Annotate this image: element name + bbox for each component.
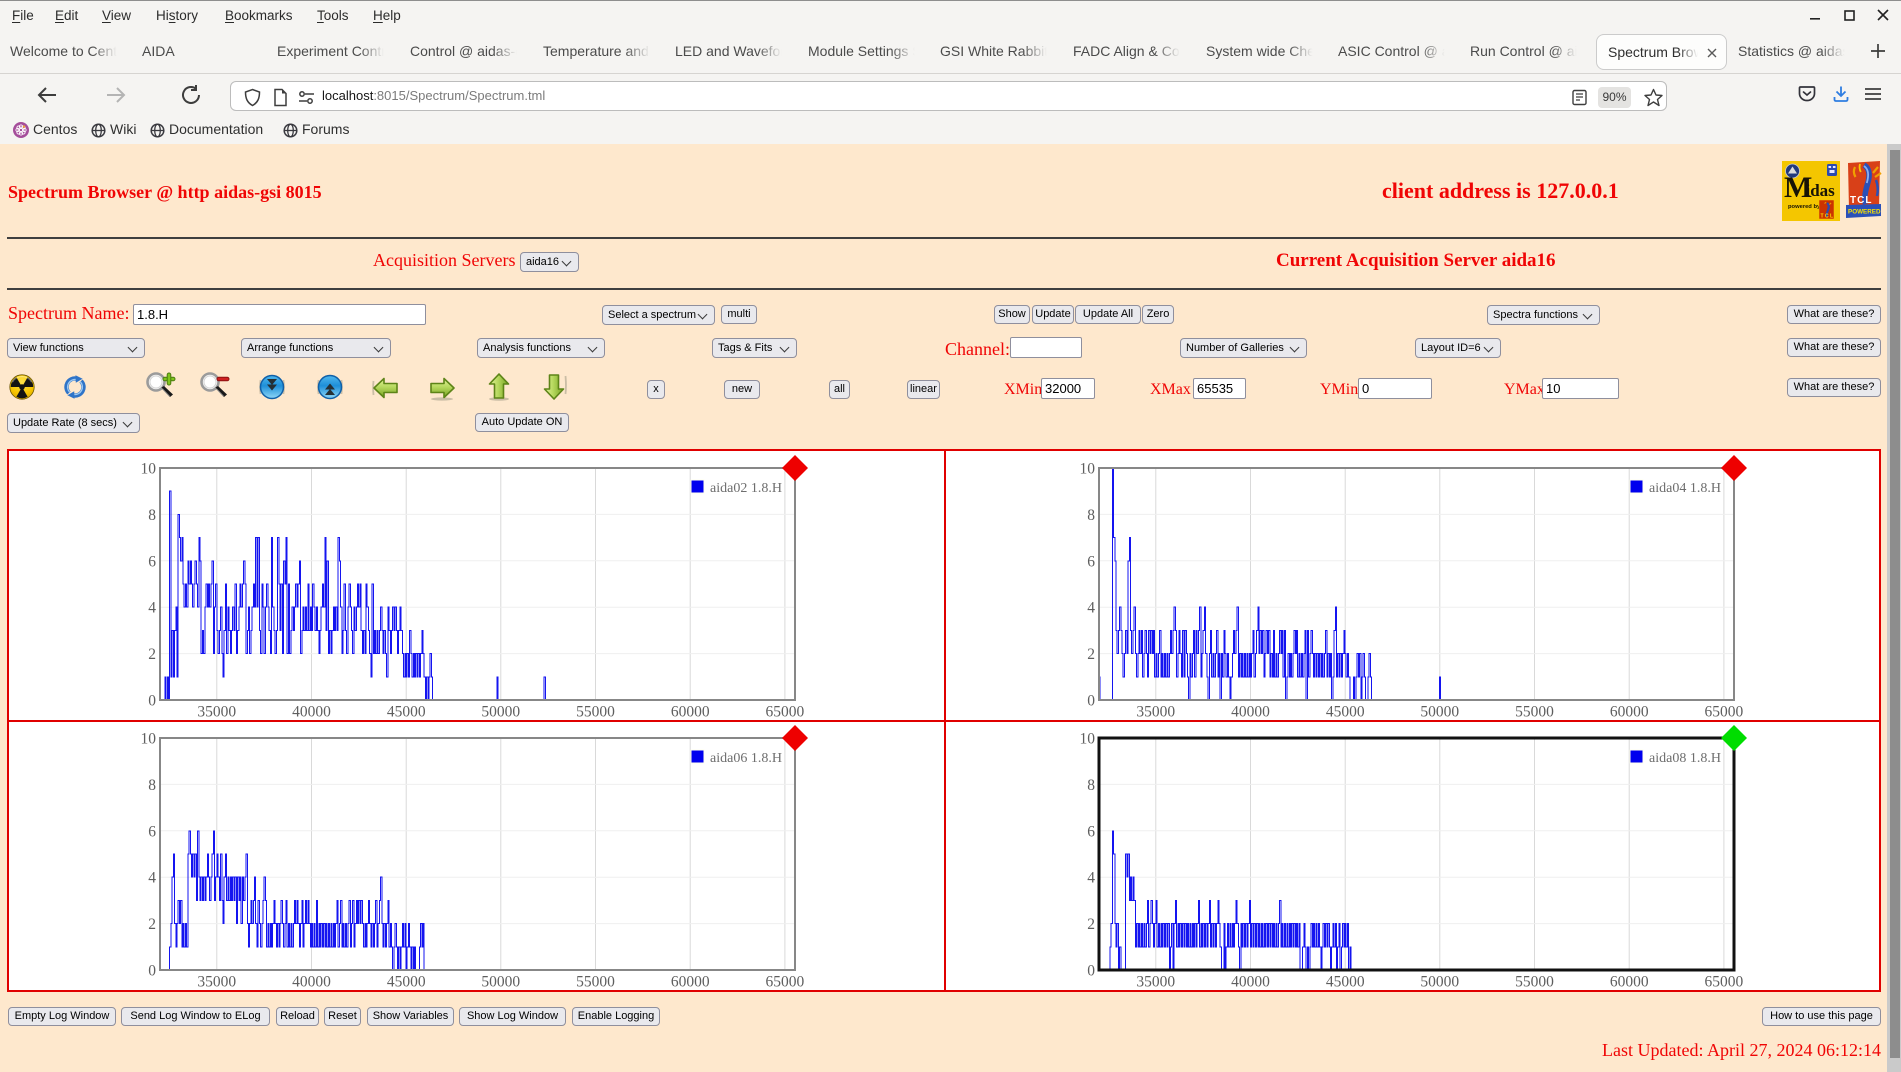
svg-text:45000: 45000 (1326, 704, 1365, 721)
svg-text:aida08 1.8.H: aida08 1.8.H (1649, 751, 1721, 766)
svg-text:65000: 65000 (766, 974, 805, 991)
svg-text:50000: 50000 (481, 974, 520, 991)
svg-text:45000: 45000 (1326, 974, 1365, 991)
svg-text:55000: 55000 (1515, 704, 1554, 721)
svg-text:50000: 50000 (1420, 704, 1459, 721)
svg-text:60000: 60000 (1610, 704, 1649, 721)
svg-text:8: 8 (1087, 777, 1095, 794)
svg-text:65000: 65000 (766, 704, 805, 721)
svg-text:10: 10 (141, 731, 157, 748)
svg-text:8: 8 (1087, 507, 1095, 524)
svg-text:aida06 1.8.H: aida06 1.8.H (710, 751, 782, 766)
svg-text:45000: 45000 (387, 974, 426, 991)
svg-text:4: 4 (1087, 600, 1095, 617)
svg-text:10: 10 (1080, 461, 1096, 478)
svg-text:M: M (1784, 171, 1812, 204)
svg-text:4: 4 (1087, 870, 1095, 887)
svg-text:0: 0 (1087, 963, 1095, 980)
svg-text:6: 6 (148, 553, 156, 570)
svg-text:35000: 35000 (197, 704, 236, 721)
svg-text:0: 0 (1087, 693, 1095, 710)
svg-text:powered by: powered by (1788, 204, 1821, 210)
svg-text:60000: 60000 (671, 974, 710, 991)
svg-text:idas: idas (1806, 181, 1836, 200)
svg-text:35000: 35000 (1136, 704, 1175, 721)
svg-text:60000: 60000 (671, 704, 710, 721)
svg-text:8: 8 (148, 777, 156, 794)
svg-text:40000: 40000 (1231, 974, 1270, 991)
svg-text:40000: 40000 (292, 974, 331, 991)
svg-text:6: 6 (1087, 553, 1095, 570)
svg-text:35000: 35000 (197, 974, 236, 991)
svg-text:T C L: T C L (1821, 214, 1834, 220)
svg-text:4: 4 (148, 870, 156, 887)
svg-text:2: 2 (148, 916, 156, 933)
svg-text:6: 6 (1087, 823, 1095, 840)
svg-text:60000: 60000 (1610, 974, 1649, 991)
svg-text:8: 8 (148, 507, 156, 524)
svg-text:aida02 1.8.H: aida02 1.8.H (710, 481, 782, 496)
svg-text:2: 2 (148, 646, 156, 663)
svg-text:10: 10 (1080, 731, 1096, 748)
svg-text:35000: 35000 (1136, 974, 1175, 991)
svg-text:45000: 45000 (387, 704, 426, 721)
svg-text:2: 2 (1087, 646, 1095, 663)
svg-text:2: 2 (1087, 916, 1095, 933)
svg-text:4: 4 (148, 600, 156, 617)
svg-text:POWERED: POWERED (1848, 209, 1881, 216)
svg-text:55000: 55000 (576, 974, 615, 991)
svg-text:65000: 65000 (1705, 974, 1744, 991)
svg-text:65000: 65000 (1705, 704, 1744, 721)
svg-text:55000: 55000 (576, 704, 615, 721)
svg-text:6: 6 (148, 823, 156, 840)
svg-text:10: 10 (141, 461, 157, 478)
svg-text:TCL: TCL (1850, 195, 1872, 206)
svg-text:40000: 40000 (1231, 704, 1270, 721)
svg-text:40000: 40000 (292, 704, 331, 721)
svg-text:0: 0 (148, 693, 156, 710)
svg-text:55000: 55000 (1515, 974, 1554, 991)
svg-text:50000: 50000 (481, 704, 520, 721)
svg-text:0: 0 (148, 963, 156, 980)
svg-text:50000: 50000 (1420, 974, 1459, 991)
svg-text:aida04 1.8.H: aida04 1.8.H (1649, 481, 1721, 496)
